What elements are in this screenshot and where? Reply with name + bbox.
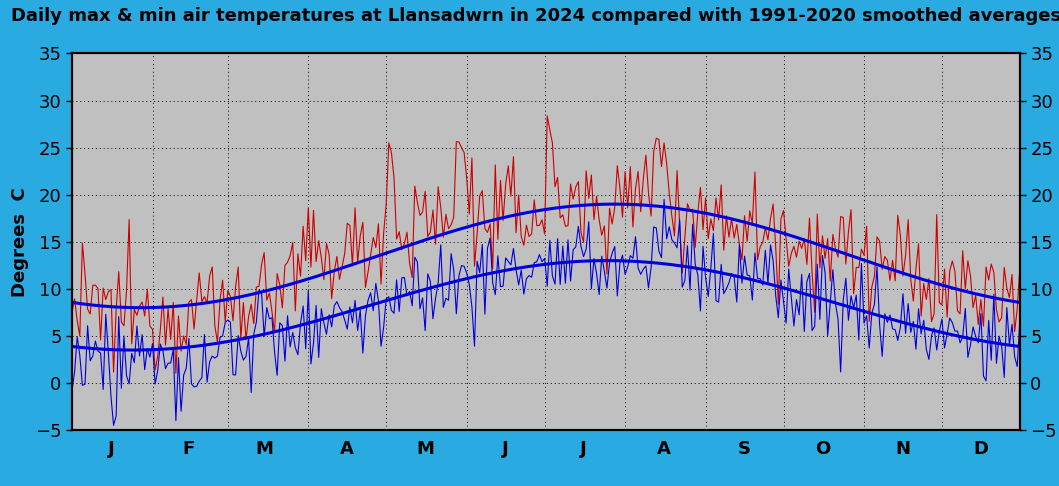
Text: Daily max & min air temperatures at Llansadwrn in 2024 compared with 1991-2020 s: Daily max & min air temperatures at Llan… [11, 7, 1059, 25]
Y-axis label: Degrees  C: Degrees C [12, 187, 30, 296]
